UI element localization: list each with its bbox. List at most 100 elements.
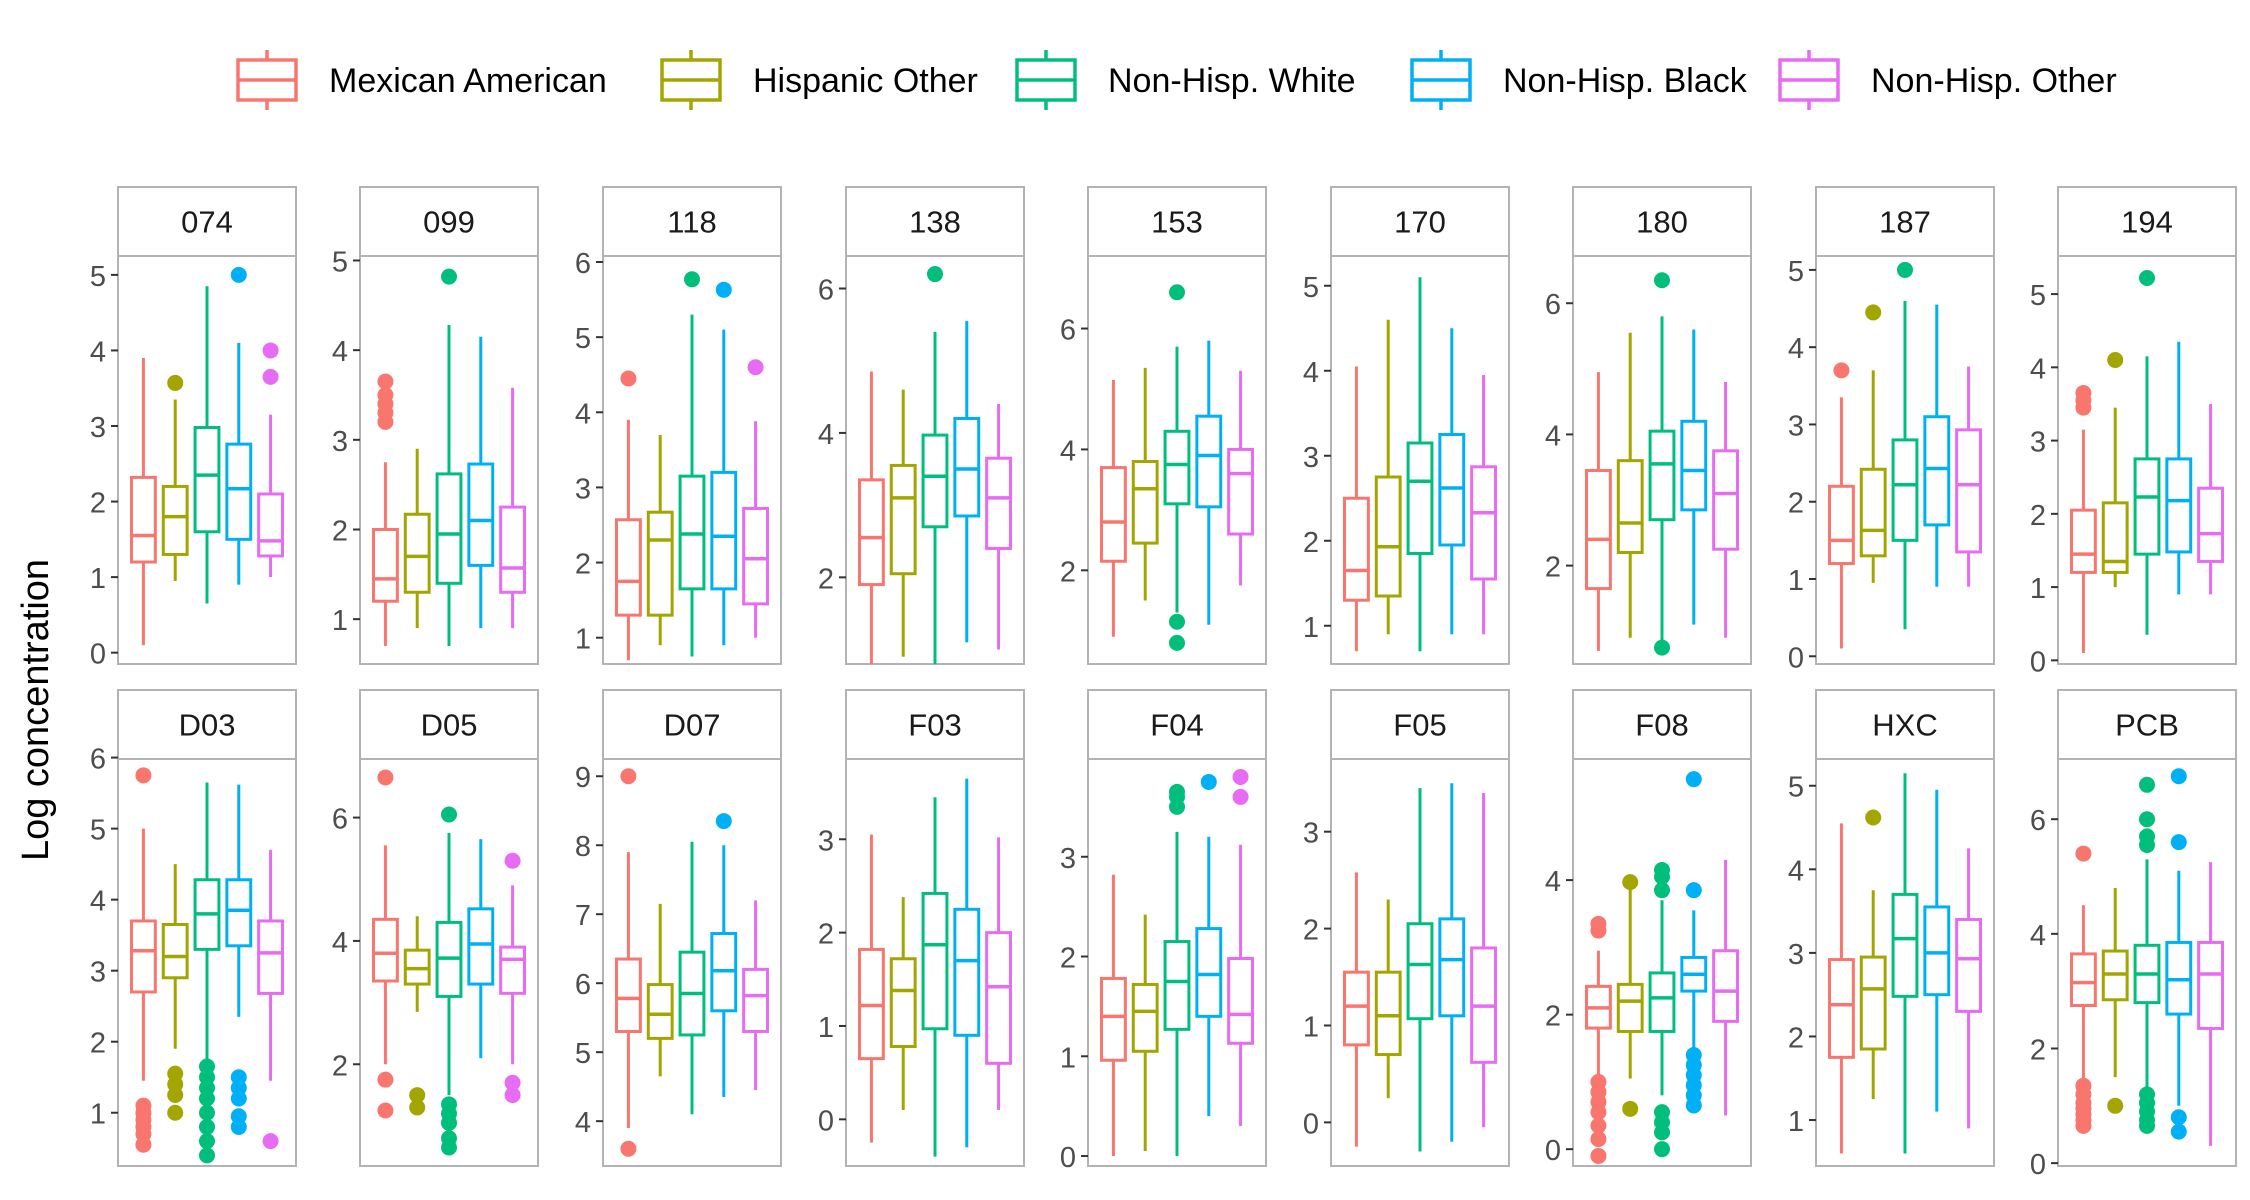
boxplot-3 [225,784,253,1135]
box [1406,441,1434,555]
y-tick-label: 2 [332,1050,348,1082]
boxplot-2 [1648,862,1676,1158]
y-tick-label: 1 [332,605,348,637]
y-tick-label: 2 [1545,1001,1561,1033]
outlier-point [167,1104,184,1121]
panel-180: 180 2 4 6 [1545,186,1752,665]
box [372,917,399,983]
facet-strip-label: PCB [2115,708,2179,743]
legend-item-3: Non-Hisp. Black [1410,50,1748,110]
y-tick-label: 2 [1060,556,1076,588]
facet-strip [1572,186,1752,257]
y-tick-label: 4 [1545,420,1561,452]
y-tick-label: 2 [2030,500,2046,532]
outlier-point [2170,1109,2187,1126]
box [1955,428,1982,554]
y-tick-label: 5 [575,323,591,355]
boxplot-1 [1131,914,1159,1152]
boxplot-1 [889,389,917,657]
facet-strip [117,186,297,257]
outlier-point [441,268,457,285]
boxplot-4 [1955,366,1982,587]
box [225,878,253,948]
boxplot-3 [1923,304,1951,587]
y-tick-label: 3 [1303,442,1319,474]
boxplot-0 [1828,362,1855,649]
y-tick-label: 3 [818,825,834,857]
box [1374,970,1402,1057]
boxplot-2 [435,268,463,647]
boxplot-0 [2070,384,2097,654]
outlier-point [135,767,152,784]
box [403,512,431,594]
y-axis-label: Log concentration [15,559,57,861]
outlier-point [504,1074,521,1091]
boxplot-4 [1470,375,1497,635]
panel-border [845,758,1025,1167]
y-tick-label: 0 [1545,1135,1561,1167]
outlier-point [377,1071,394,1088]
boxplot-2 [1406,277,1434,652]
boxplot-1 [2101,887,2129,1114]
outlier-point [1865,809,1882,826]
panel-border [2057,758,2237,1167]
box [1406,922,1434,1021]
box [1616,982,1644,1033]
boxplot-0 [858,834,885,1143]
outlier-point [1590,1117,1607,1134]
boxplot-4 [1227,370,1254,586]
box [1923,415,1951,527]
y-tick-label: 2 [90,1028,106,1060]
boxplot-4 [2197,403,2224,595]
boxplot-4 [1227,768,1254,1127]
box [1859,955,1887,1051]
boxplot-0 [1343,872,1370,1147]
y-tick-label: 5 [1788,772,1804,804]
facet-strip [117,689,297,760]
boxplot-0 [1100,874,1127,1157]
outlier-point [2170,1123,2187,1140]
outlier-point [1654,1141,1670,1158]
y-tick-label: 9 [575,762,591,794]
boxplot-1 [889,897,917,1110]
boxplot-3 [1923,789,1951,1112]
boxplot-1 [1131,367,1159,601]
box [1891,892,1919,998]
box [1163,429,1191,506]
y-tick-label: 4 [2030,920,2046,952]
box [1616,459,1644,554]
box [1828,484,1855,566]
panel-border [1572,255,1752,665]
facet-strip-label: D07 [664,708,721,743]
panel-border [1330,758,1510,1167]
outlier-point [199,1104,215,1121]
y-tick-label: 0 [90,639,106,671]
outlier-point [2107,352,2124,369]
facet-strip [2057,689,2237,760]
outlier-point [1685,1047,1702,1063]
boxplot-0 [858,371,885,664]
legend-label: Non-Hisp. Other [1871,62,2117,100]
box [372,527,399,603]
box [646,510,674,617]
y-tick-label: 3 [2030,427,2046,459]
facet-strip [359,689,539,760]
y-tick-label: 2 [1788,488,1804,520]
boxplot-2 [1163,284,1191,651]
y-tick-label: 4 [332,336,348,368]
y-tick-label: 2 [1788,1022,1804,1054]
outlier-point [230,266,247,283]
outlier-point [504,852,521,869]
outlier-point [620,768,637,785]
y-tick-label: 2 [1303,915,1319,947]
y-tick-label: 6 [575,248,591,280]
boxplot-2 [921,797,949,1157]
y-tick-label: 5 [1788,256,1804,288]
outlier-point [1622,874,1639,891]
box [2070,508,2097,574]
box [1859,467,1887,558]
box [161,922,189,980]
panel-border [1330,255,1510,665]
boxplot-1 [646,434,674,646]
box [615,957,642,1033]
